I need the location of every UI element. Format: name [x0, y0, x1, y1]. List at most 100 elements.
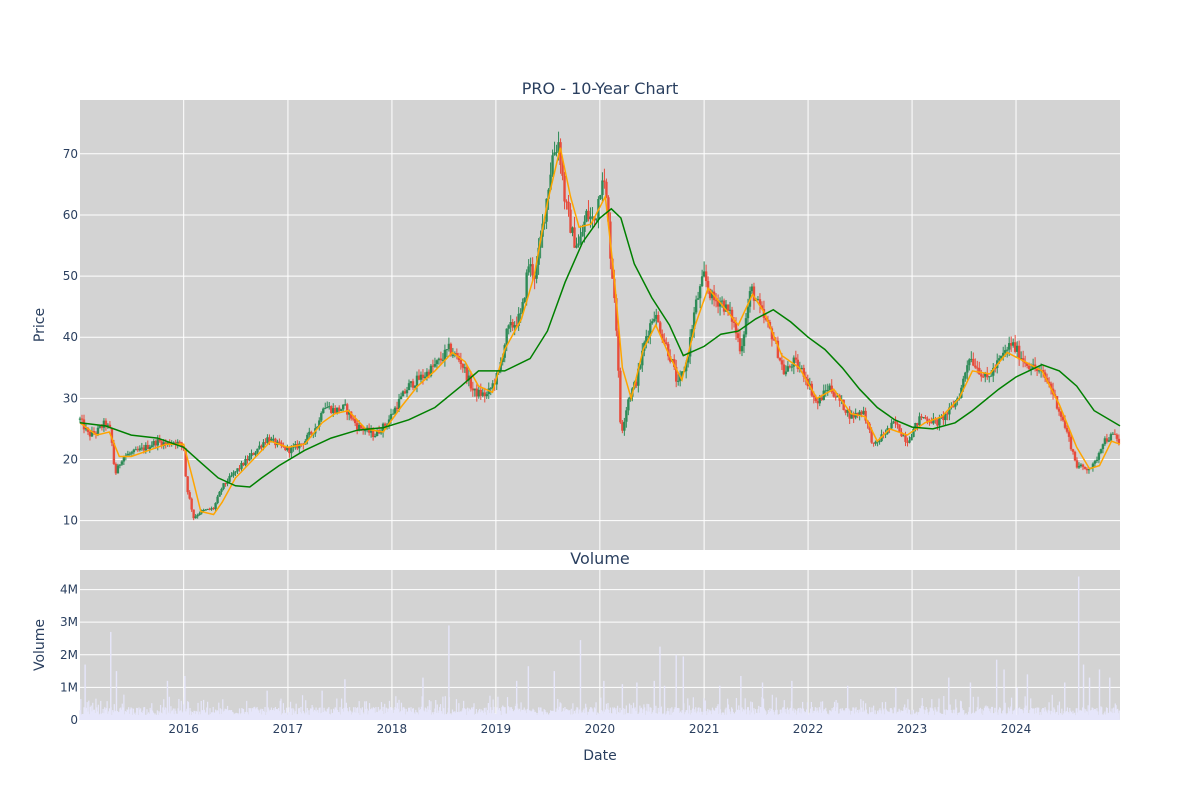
volume-bar — [876, 710, 879, 720]
volume-bar — [695, 713, 698, 720]
volume-bar — [189, 707, 191, 720]
volume-bar — [590, 707, 592, 720]
volume-bar — [1036, 707, 1038, 720]
volume-bar — [460, 711, 462, 720]
candle-body — [964, 372, 967, 379]
volume-bar — [431, 712, 434, 720]
volume-bar — [1015, 715, 1017, 720]
candle-body — [657, 314, 660, 323]
volume-bar — [694, 712, 696, 720]
volume-bar — [395, 696, 397, 720]
volume-spike-bar — [515, 680, 518, 720]
volume-bar — [630, 705, 632, 720]
candle-body — [154, 441, 157, 446]
volume-bar — [1073, 712, 1076, 720]
candle-body — [1115, 434, 1119, 439]
volume-bar — [132, 714, 134, 720]
volume-bar — [565, 709, 567, 720]
volume-bar — [135, 714, 137, 720]
volume-bar — [404, 708, 406, 720]
volume-bar — [270, 707, 273, 720]
volume-bar — [808, 713, 810, 720]
candle-body — [379, 432, 383, 434]
volume-bar — [246, 712, 249, 720]
volume-bar — [680, 713, 682, 720]
volume-bar — [628, 703, 631, 720]
moving-average-line-2 — [79, 207, 1121, 488]
candle-body — [860, 411, 863, 415]
candle-body — [918, 416, 921, 426]
volume-bar — [806, 709, 808, 720]
candle-body — [605, 181, 608, 198]
candle-body — [1027, 365, 1031, 370]
volume-bar — [665, 713, 667, 720]
volume-bar — [146, 709, 148, 720]
candle-body — [1061, 416, 1065, 421]
volume-bar — [488, 712, 490, 720]
volume-bar — [392, 707, 394, 720]
volume-bar — [126, 709, 128, 720]
volume-bar — [274, 707, 277, 720]
volume-bar — [870, 712, 872, 720]
volume-bar — [953, 713, 955, 720]
volume-bar — [129, 709, 131, 720]
volume-bar — [534, 711, 537, 720]
candle-body — [270, 438, 273, 443]
volume-bar — [522, 709, 524, 720]
volume-bar — [549, 710, 552, 720]
volume-bar — [1046, 711, 1048, 720]
volume-bar — [85, 707, 87, 720]
volume-bar — [863, 711, 865, 720]
volume-bar — [137, 714, 139, 720]
volume-bar — [698, 707, 700, 720]
candle-body — [176, 441, 179, 445]
x-tick-label: 2023 — [897, 722, 928, 736]
volume-bar — [900, 712, 902, 720]
volume-bar — [1053, 707, 1055, 720]
candle-body — [246, 458, 249, 461]
candle-body — [527, 266, 530, 273]
volume-bar — [229, 710, 231, 720]
volume-bar — [644, 707, 646, 720]
volume-bar — [440, 711, 442, 720]
candle-body — [627, 399, 630, 411]
volume-bar — [880, 713, 883, 720]
volume-bar — [293, 713, 296, 720]
volume-bar — [428, 700, 430, 720]
volume-bar — [885, 709, 887, 720]
candle-body — [413, 385, 417, 388]
volume-bar — [844, 711, 846, 720]
volume-bar — [88, 700, 90, 720]
volume-bar — [233, 714, 235, 720]
volume-bar — [763, 708, 765, 720]
volume-bar — [549, 712, 551, 720]
candle-body — [936, 419, 939, 426]
volume-bar — [335, 708, 337, 720]
candle-body — [573, 227, 576, 248]
candle-body — [1037, 370, 1041, 372]
volume-bar — [134, 712, 136, 720]
volume-bar — [303, 712, 305, 720]
volume-bar — [323, 707, 325, 720]
volume-bar — [86, 702, 88, 720]
volume-bar — [307, 714, 309, 720]
candle-body — [260, 445, 263, 448]
volume-bar — [361, 707, 363, 720]
volume-bar — [640, 708, 642, 720]
volume-bar — [498, 709, 500, 720]
volume-bar — [247, 714, 249, 720]
candle-body — [954, 401, 957, 407]
candle-body — [98, 426, 102, 428]
candle-body — [441, 359, 445, 361]
volume-bar — [451, 709, 454, 720]
volume-bar — [330, 709, 332, 720]
volume-bar — [615, 708, 617, 720]
volume-bar — [832, 709, 834, 720]
candle-body — [842, 399, 845, 411]
volume-bar — [446, 714, 448, 720]
volume-bar — [479, 712, 481, 720]
candle-body — [575, 245, 578, 248]
candle-body — [1117, 438, 1121, 444]
volume-bar — [946, 710, 948, 720]
volume-bar — [337, 711, 340, 720]
